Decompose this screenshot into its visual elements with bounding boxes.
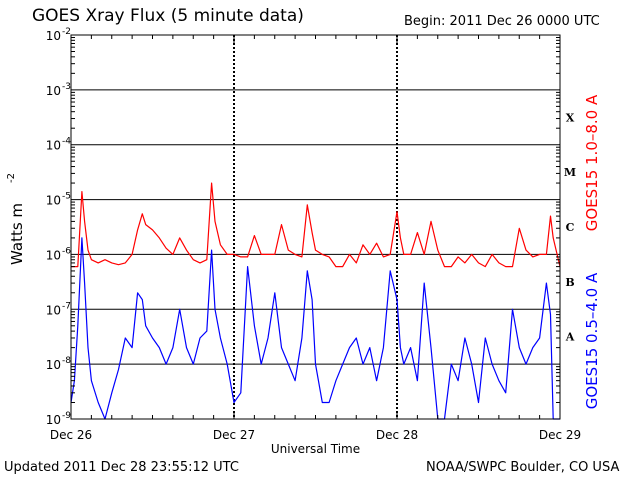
- y-tick-exponent: -5: [62, 192, 71, 202]
- y-tick-exponent: -8: [62, 356, 71, 366]
- flare-class-label: X: [566, 111, 575, 124]
- data-source: NOAA/SWPC Boulder, CO USA: [426, 460, 620, 475]
- chart-title: GOES Xray Flux (5 minute data): [32, 6, 304, 26]
- y-tick-label: 10: [46, 413, 61, 427]
- y-axis-label-exponent: -2: [6, 173, 17, 183]
- y-tick-label: 10: [46, 139, 61, 153]
- x-tick-label: Dec 29: [539, 428, 581, 442]
- flare-class-label: A: [565, 331, 575, 344]
- y-tick-label: 10: [46, 194, 61, 208]
- y-tick-exponent: -2: [62, 27, 71, 37]
- y-tick-label: 10: [46, 84, 61, 98]
- flare-class-label: C: [566, 221, 575, 234]
- x-tick-label: Dec 28: [376, 428, 418, 442]
- flare-class-label: B: [565, 276, 574, 289]
- plot-frame: [70, 34, 561, 420]
- y-axis-label: Watts m: [8, 203, 26, 265]
- y-tick-exponent: -3: [62, 82, 71, 92]
- y-tick-label: 10: [46, 29, 61, 43]
- series-line-1: [70, 237, 560, 420]
- y-tick-exponent: -4: [62, 137, 71, 147]
- x-tick-label: Dec 26: [50, 428, 92, 442]
- y-tick-exponent: -9: [62, 411, 71, 421]
- y-tick-label: 10: [46, 358, 61, 372]
- legend-series-long: GOES15 1.0–8.0 A: [583, 94, 601, 231]
- y-tick-label: 10: [46, 248, 61, 262]
- updated-time: Updated 2011 Dec 28 23:55:12 UTC: [4, 460, 239, 475]
- legend-series-short: GOES15 0.5–4.0 A: [583, 272, 601, 409]
- series-lines: [70, 182, 561, 420]
- y-tick-exponent: -7: [62, 301, 71, 311]
- series-line-0: [71, 182, 561, 268]
- begin-time: Begin: 2011 Dec 26 0000 UTC: [404, 14, 600, 29]
- y-tick-label: 10: [46, 303, 61, 317]
- x-tick-label: Dec 27: [213, 428, 255, 442]
- x-axis-label: Universal Time: [271, 442, 360, 456]
- y-tick-exponent: -6: [62, 246, 71, 256]
- flare-class-label: M: [564, 166, 576, 179]
